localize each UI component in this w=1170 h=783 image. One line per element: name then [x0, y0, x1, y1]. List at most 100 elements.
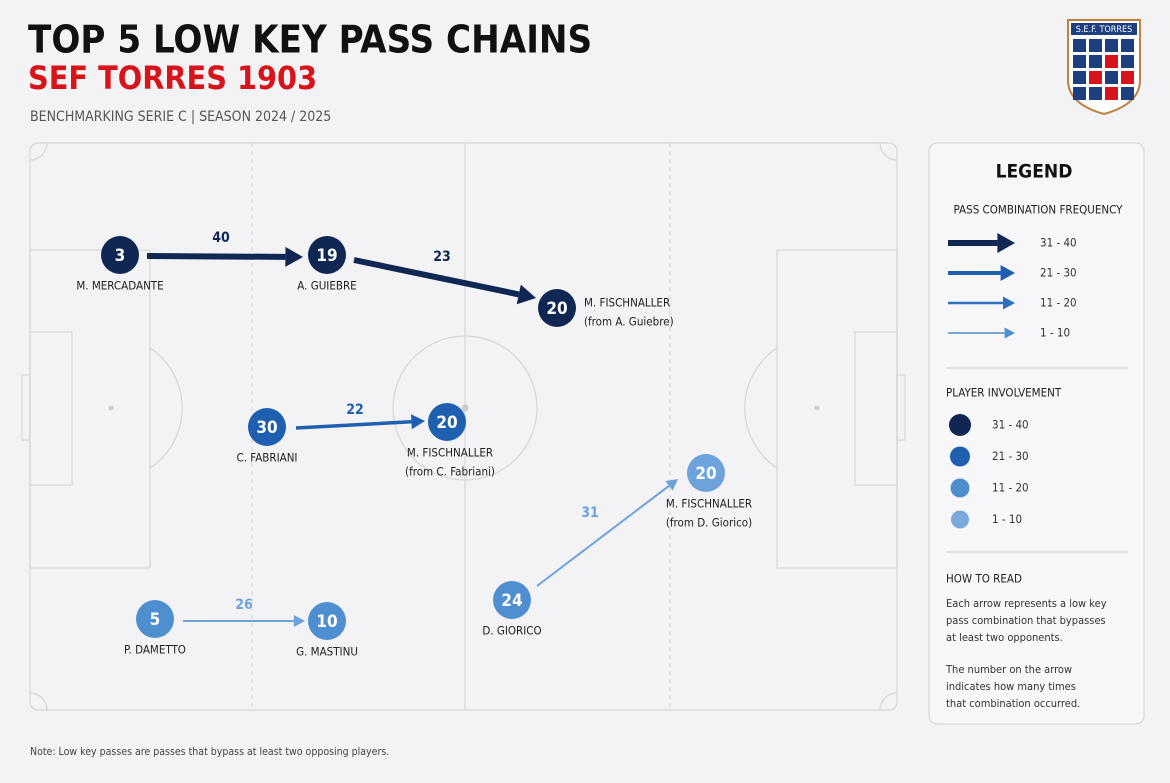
- legend-title: LEGEND: [996, 161, 1073, 183]
- player-node: [493, 581, 531, 619]
- legend-label: 31 - 40: [992, 418, 1029, 432]
- logo-cell: [1089, 87, 1102, 100]
- legend-section: PASS COMBINATION FREQUENCY: [954, 203, 1124, 217]
- player-value: 24: [501, 591, 522, 611]
- legend-label: 31 - 40: [1040, 236, 1077, 250]
- logo-cell: [1089, 55, 1102, 68]
- legend-label: 1 - 10: [1040, 326, 1070, 340]
- player-node: [687, 454, 725, 492]
- pass-value: 26: [235, 597, 253, 613]
- player-node: [248, 408, 286, 446]
- player-value: 30: [256, 418, 277, 438]
- player-name: D. GIORICO: [482, 624, 541, 638]
- player-value: 5: [150, 610, 161, 630]
- player-name: A. GUIEBRE: [297, 279, 356, 293]
- pitch: [21, 142, 906, 711]
- player-node: [538, 289, 576, 327]
- how-to-read-line: The number on the arrow: [945, 663, 1072, 676]
- title: TOP 5 LOW KEY PASS CHAINS: [28, 18, 592, 62]
- player-node: [101, 236, 139, 274]
- arrow-head: [411, 414, 425, 430]
- player-node: [308, 602, 346, 640]
- player-name: M. FISCHNALLER: [407, 446, 493, 460]
- legend-section: HOW TO READ: [946, 572, 1022, 586]
- legend-dot: [951, 510, 969, 529]
- footnote: Note: Low key passes are passes that byp…: [30, 746, 389, 758]
- tagline: BENCHMARKING SERIE C | SEASON 2024 / 202…: [30, 109, 331, 125]
- player-name: M. FISCHNALLER: [584, 296, 670, 310]
- pass-value: 31: [581, 505, 599, 521]
- pass-arrow: [353, 257, 536, 305]
- how-to-read-line: Each arrow represents a low key: [946, 597, 1107, 610]
- logo-cell: [1073, 87, 1086, 100]
- arrow-head: [293, 615, 305, 627]
- legend-arrow: [948, 327, 1015, 339]
- arrow-head: [1004, 327, 1015, 339]
- logo-text: S.E.F. TORRES: [1076, 25, 1133, 35]
- logo-cell: [1089, 39, 1102, 52]
- pass-arrow: [146, 246, 303, 267]
- legend-dot: [950, 446, 970, 467]
- legend-label: 1 - 10: [992, 512, 1022, 526]
- logo-cell: [1121, 39, 1134, 52]
- player-name: M. MERCADANTE: [76, 279, 163, 293]
- arrow-head: [1003, 296, 1015, 310]
- pass-arrow: [295, 414, 425, 430]
- logo-cell: [1089, 71, 1102, 84]
- arrow-head: [665, 479, 678, 491]
- logo: S.E.F. TORRES: [1067, 19, 1141, 116]
- logo-cell: [1105, 55, 1118, 68]
- player-name: P. DAMETTO: [124, 643, 186, 657]
- arrow-head: [997, 233, 1015, 253]
- logo-cell: [1073, 39, 1086, 52]
- player-value: 20: [436, 413, 457, 433]
- logo-cell: [1105, 71, 1118, 84]
- arrow-head: [1000, 265, 1015, 281]
- player-value: 3: [115, 246, 126, 266]
- legend-label: 11 - 20: [992, 481, 1029, 495]
- player-node: [136, 600, 174, 638]
- logo-cell: [1105, 87, 1118, 100]
- logo-cell: [1121, 71, 1134, 84]
- subtitle: SEF TORRES 1903: [28, 59, 317, 97]
- player-node: [428, 403, 466, 441]
- how-to-read-line: indicates how many times: [946, 680, 1076, 693]
- logo-cell: [1105, 39, 1118, 52]
- logo-cell: [1073, 55, 1086, 68]
- legend-label: 11 - 20: [1040, 296, 1077, 310]
- player-note: (from C. Fabriani): [405, 465, 495, 479]
- pass-arrow: [183, 615, 305, 627]
- logo-cell: [1073, 71, 1086, 84]
- legend-dot: [950, 478, 970, 498]
- legend-label: 21 - 30: [992, 449, 1029, 463]
- how-to-read-line: that combination occurred.: [946, 697, 1080, 710]
- logo-cell: [1121, 55, 1134, 68]
- arrow-shaft: [295, 419, 412, 430]
- pass-value: 40: [212, 230, 230, 246]
- player-note: (from D. Giorico): [666, 516, 752, 530]
- pass-value: 23: [433, 249, 451, 265]
- player-name: M. FISCHNALLER: [666, 497, 752, 511]
- logo-cell: [1121, 87, 1134, 100]
- arrow-head: [516, 284, 536, 305]
- legend-arrow: [948, 265, 1015, 281]
- legend-label: 21 - 30: [1040, 266, 1077, 280]
- player-name: C. FABRIANI: [237, 451, 298, 465]
- player-value: 20: [695, 464, 716, 484]
- legend-box: [928, 142, 1145, 725]
- how-to-read-line: pass combination that bypasses: [946, 614, 1106, 627]
- player-name: G. MASTINU: [296, 645, 358, 659]
- legend-arrow: [948, 296, 1015, 310]
- arrow-shaft: [353, 257, 520, 298]
- how-to-read-line: at least two opponents.: [946, 631, 1063, 644]
- pass-value: 22: [346, 402, 364, 418]
- arrow-shaft: [146, 253, 286, 260]
- legend-section: PLAYER INVOLVEMENT: [946, 386, 1062, 400]
- player-node: [308, 236, 346, 274]
- player-value: 19: [316, 246, 337, 266]
- legend-dot: [949, 414, 971, 436]
- arrow-head: [285, 246, 303, 267]
- arrow-shaft: [536, 484, 670, 587]
